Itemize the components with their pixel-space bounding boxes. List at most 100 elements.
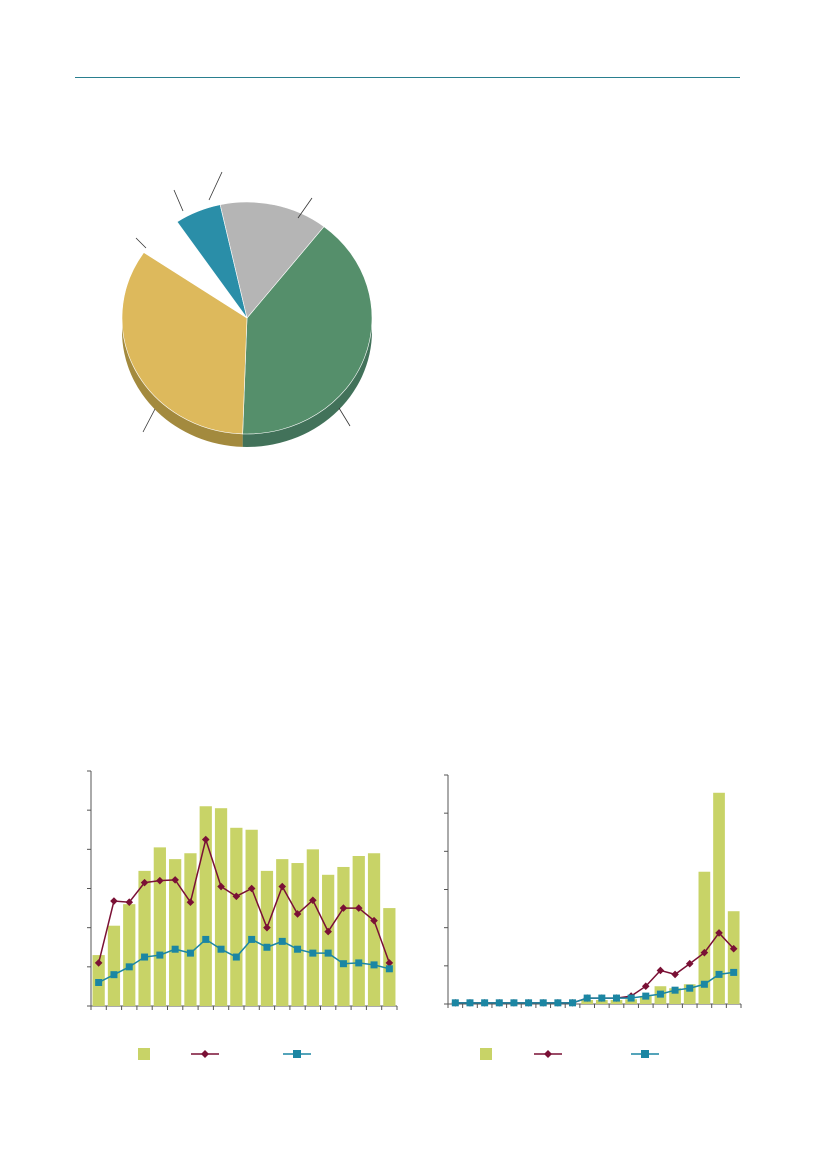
bar	[727, 911, 740, 1004]
line-point	[171, 876, 179, 884]
series-line	[455, 971, 734, 1004]
line-point	[95, 979, 103, 986]
line-point	[263, 923, 271, 932]
line-point	[125, 898, 134, 907]
line-point	[110, 897, 118, 905]
bar	[199, 806, 212, 1006]
bar	[306, 849, 319, 1006]
line-point	[385, 959, 394, 967]
legend-swatch-bar	[138, 1048, 150, 1060]
series-line	[97, 836, 391, 964]
line-point	[370, 961, 378, 969]
pie-slice	[242, 226, 373, 435]
line-point	[232, 892, 241, 901]
line-point	[247, 884, 256, 893]
line-point	[339, 960, 347, 968]
line-point	[278, 882, 287, 891]
line-point	[156, 951, 164, 959]
bar	[367, 853, 381, 1006]
legend-swatch-bar	[480, 1048, 492, 1060]
line-point	[671, 986, 679, 994]
line-point	[715, 929, 723, 937]
bar	[92, 955, 105, 1006]
line-point	[642, 992, 650, 1000]
bar	[138, 870, 151, 1006]
line-point	[671, 970, 679, 979]
bar	[276, 859, 289, 1006]
line-point	[729, 944, 738, 953]
line-point	[627, 992, 635, 1000]
line-point	[656, 990, 664, 998]
line-point	[480, 999, 489, 1007]
bar	[654, 986, 667, 1004]
bar	[595, 1000, 608, 1004]
line-point	[524, 999, 533, 1007]
line-point	[656, 966, 665, 975]
line-point	[278, 937, 286, 945]
line-point	[510, 999, 518, 1007]
legend-marker-square	[641, 1050, 649, 1058]
bar	[260, 870, 274, 1006]
bar	[669, 988, 681, 1004]
line-point	[324, 927, 332, 936]
line-point	[339, 904, 348, 912]
line-point	[495, 999, 503, 1007]
line-point	[569, 999, 577, 1007]
bar	[153, 847, 166, 1006]
pie-leader-line	[173, 189, 184, 212]
legend-marker-square	[293, 1050, 301, 1058]
top-rule	[75, 77, 740, 78]
line-point	[354, 904, 363, 912]
legend-marker-diamond	[201, 1050, 209, 1058]
line-point	[324, 949, 332, 957]
bar	[639, 996, 652, 1004]
bar	[322, 874, 335, 1006]
line-point	[293, 910, 302, 918]
bar	[169, 859, 182, 1006]
line-point	[598, 994, 606, 1002]
pie-slice	[219, 201, 325, 319]
bar	[107, 925, 121, 1006]
line-point	[641, 982, 650, 991]
line-point	[248, 935, 256, 943]
line-point	[94, 959, 103, 967]
line-point	[554, 999, 562, 1007]
pie-leader-line	[208, 171, 223, 201]
line-point	[525, 999, 533, 1007]
line-point	[627, 994, 635, 1002]
line-point	[309, 896, 317, 905]
legend-marker-diamond	[544, 1050, 552, 1058]
line-point	[171, 945, 179, 953]
line-point	[217, 882, 225, 891]
pie-leader-line	[338, 407, 351, 427]
line-point	[612, 994, 621, 1002]
line-point	[370, 916, 378, 925]
line-point	[110, 971, 118, 979]
line-point	[140, 878, 149, 887]
line-point	[612, 994, 620, 1002]
line-point	[186, 898, 195, 907]
bar	[713, 792, 725, 1004]
series-line	[455, 931, 735, 1004]
line-point	[466, 999, 474, 1007]
pie-leader-line	[135, 237, 147, 249]
line-point	[554, 999, 562, 1007]
bar	[184, 853, 197, 1006]
line-point	[583, 994, 591, 1002]
bar	[625, 999, 637, 1004]
line-point	[495, 999, 504, 1007]
line-point	[539, 999, 547, 1007]
series-line	[98, 938, 390, 984]
bar	[352, 855, 365, 1006]
bar	[383, 908, 396, 1006]
line-point	[125, 963, 133, 971]
line-point	[232, 953, 240, 961]
bar	[581, 1000, 594, 1004]
line-point	[451, 999, 459, 1007]
pie-leader-line	[297, 197, 313, 219]
bar	[214, 808, 228, 1006]
line-point	[598, 994, 606, 1002]
bar	[683, 984, 696, 1004]
pie-slice-side	[122, 318, 243, 447]
